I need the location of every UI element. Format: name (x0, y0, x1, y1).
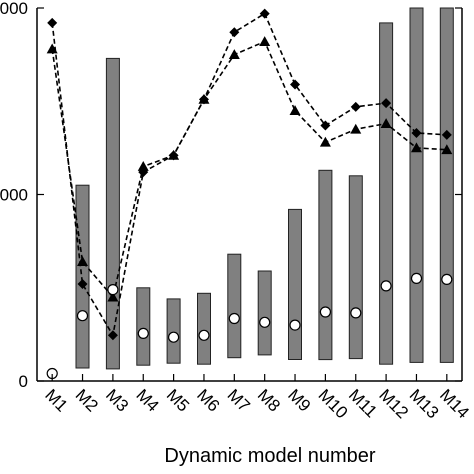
triangle-marker-M7 (228, 49, 240, 60)
open-circle-M4 (137, 327, 149, 339)
x-tick-label-M12: M12 (375, 385, 412, 422)
range-bar-M14 (439, 7, 454, 363)
diamond-marker-M5 (168, 150, 179, 161)
triangle-marker-M4 (137, 161, 149, 171)
x-tick-label-M2: M2 (72, 385, 102, 415)
diamond-marker-M8 (259, 8, 270, 19)
x-tick-label-M10: M10 (315, 385, 352, 422)
triangle-marker-M1 (46, 43, 58, 54)
range-bar-M7 (227, 253, 242, 359)
triangle-series-line (51, 40, 447, 299)
diamond-marker-M12 (381, 98, 392, 109)
open-circle-M6 (198, 329, 210, 341)
y-tick-label: 0 (19, 372, 28, 391)
range-bar-M10 (318, 169, 333, 361)
open-circle-M8 (259, 316, 271, 328)
x-axis-label: Dynamic model number (164, 445, 376, 467)
range-bar-M8 (257, 270, 272, 356)
x-tick-label-M11: M11 (345, 385, 381, 421)
range-bars (75, 7, 454, 370)
triangle-marker-M14 (441, 144, 453, 155)
open-circle-M13 (410, 272, 423, 284)
diamond-marker-M6 (198, 94, 209, 105)
diamond-marker-M3 (107, 330, 118, 341)
axes (36, 8, 463, 382)
x-tick-label-M7: M7 (223, 385, 253, 415)
diamond-marker-M1 (47, 17, 58, 28)
y-tick-label: 000 (0, 186, 28, 205)
x-tick-label-M8: M8 (254, 385, 284, 415)
range-bar-M11 (348, 175, 363, 360)
range-bar-M3 (105, 57, 120, 370)
diamond-marker-M11 (350, 101, 361, 112)
open-circle-M11 (350, 307, 362, 319)
triangle-marker-M13 (410, 142, 422, 153)
y-tick-label: 000 (0, 0, 28, 18)
x-tick-label-M4: M4 (132, 385, 162, 415)
x-tick-label-M3: M3 (102, 385, 132, 415)
triangle-marker-M8 (259, 36, 271, 46)
open-circle-M5 (168, 331, 180, 343)
diamond-marker-M9 (290, 79, 301, 90)
diamond-series (47, 8, 452, 341)
open-circle-M9 (289, 319, 301, 331)
open-circle-M14 (441, 273, 453, 285)
diamond-marker-M7 (229, 27, 240, 38)
range-bar-M12 (379, 22, 394, 365)
open-circle-M2 (76, 310, 89, 322)
range-bar-M13 (409, 7, 424, 363)
triangle-marker-M12 (380, 118, 392, 129)
range-bar-M5 (166, 298, 181, 364)
open-circle-M12 (380, 280, 392, 292)
diamond-marker-M10 (320, 120, 331, 131)
diamond-marker-M2 (77, 279, 88, 290)
open-circle-M3 (107, 284, 119, 296)
open-circle-series (46, 272, 453, 380)
triangle-marker-M9 (289, 105, 301, 115)
range-bar-M4 (136, 287, 151, 366)
x-tick-label-M14: M14 (436, 385, 473, 422)
range-bar-M2 (75, 184, 90, 369)
open-circle-M7 (228, 312, 240, 325)
diamond-marker-M14 (441, 129, 452, 140)
x-tick-label-M1: M1 (41, 385, 71, 415)
triangle-marker-M11 (350, 123, 362, 134)
range-bar-M9 (288, 208, 302, 360)
x-tick-label-M13: M13 (406, 385, 443, 422)
x-tick-label-M5: M5 (163, 385, 193, 415)
diamond-marker-M13 (411, 127, 422, 138)
range-bar-M6 (197, 292, 211, 365)
diamond-marker-M4 (138, 167, 149, 178)
x-tick-label-M9: M9 (284, 385, 314, 415)
triangle-marker-M3 (107, 291, 119, 302)
triangle-marker-M10 (319, 136, 331, 147)
x-tick-label-M6: M6 (193, 385, 223, 415)
open-circle-M10 (319, 306, 331, 318)
